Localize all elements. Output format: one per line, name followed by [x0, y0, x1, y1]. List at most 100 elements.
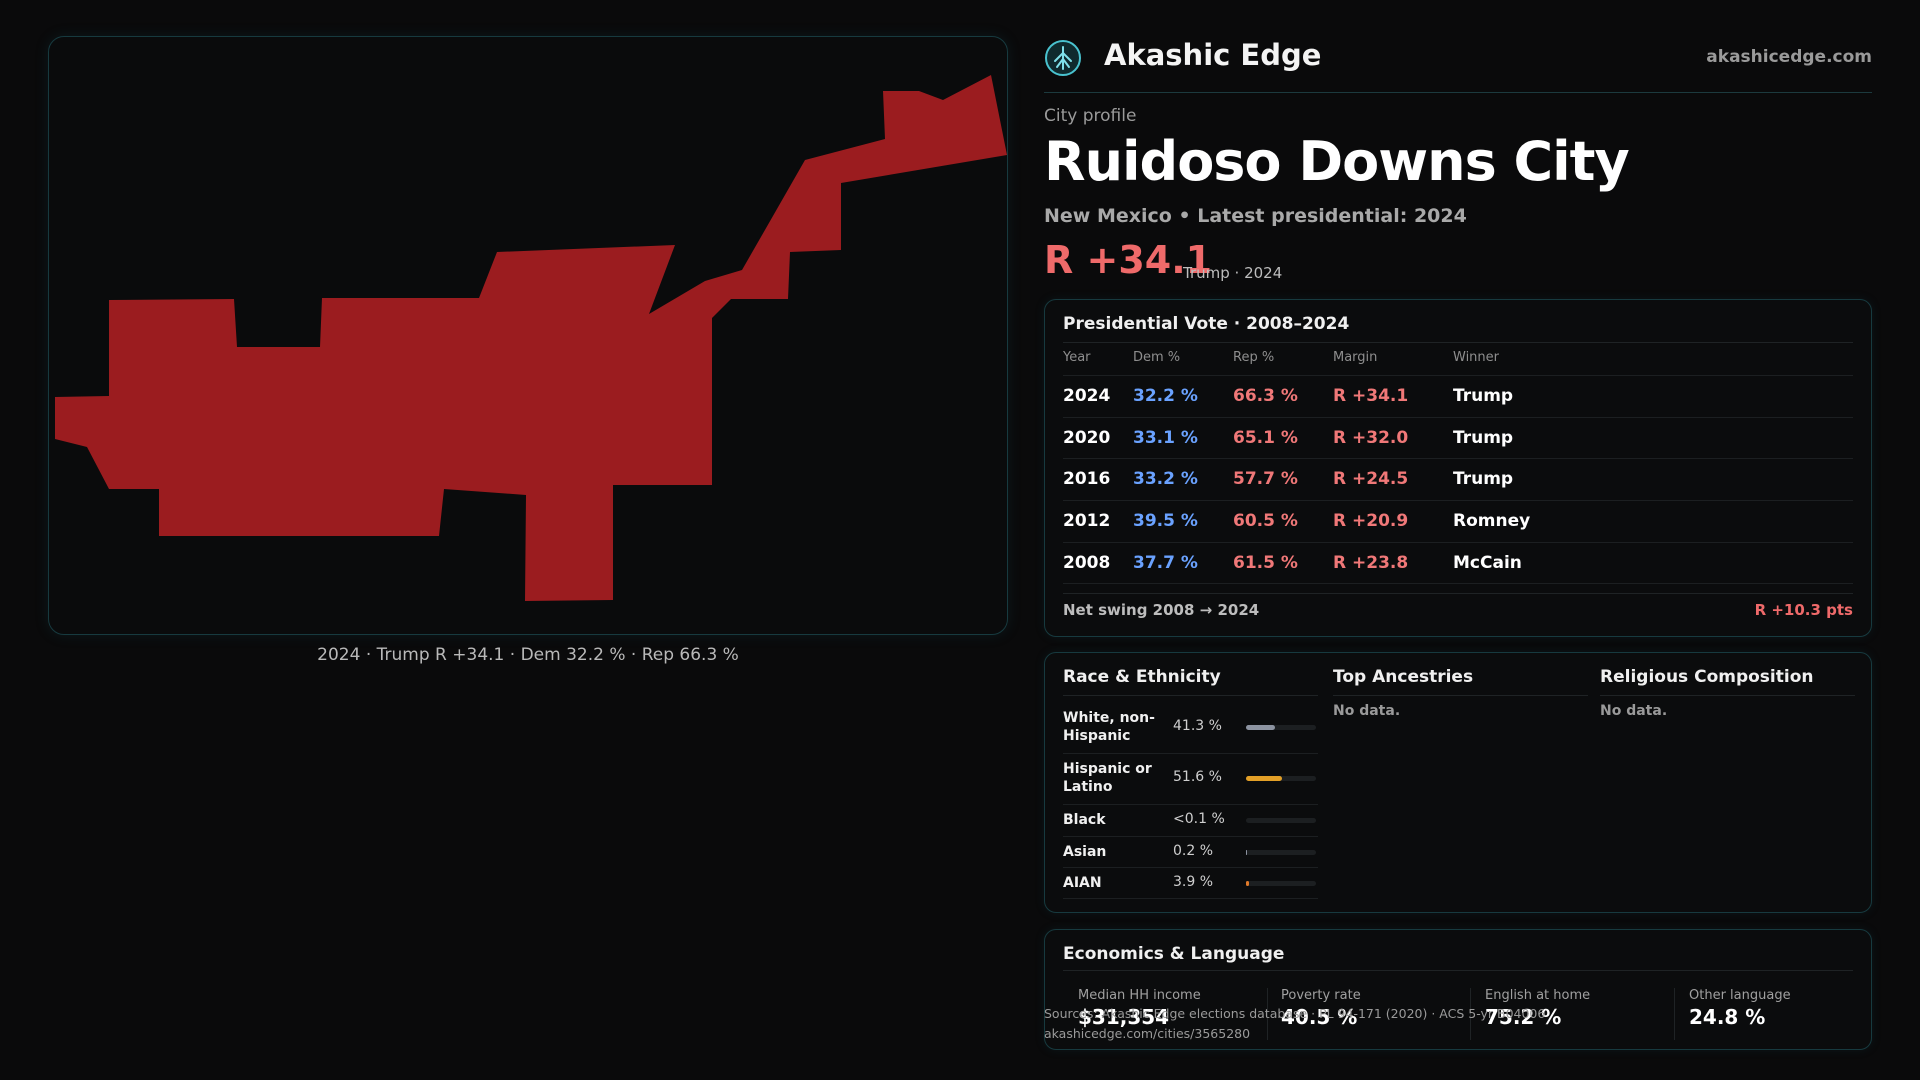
race-percent: 0.2 %: [1173, 843, 1214, 859]
akashic-tree-icon[interactable]: [1044, 39, 1082, 77]
race-bar-track: [1246, 850, 1316, 855]
cell-margin: R +24.5: [1333, 469, 1409, 489]
cell-year: 2024: [1063, 386, 1111, 406]
race-bar-track: [1246, 776, 1316, 781]
divider: [1267, 988, 1268, 1040]
cell-year: 2008: [1063, 553, 1111, 573]
cell-dem: 37.7 %: [1133, 553, 1198, 573]
city-boundary-shape: [55, 75, 1007, 601]
site-header: Akashic Edge akashicedge.com: [1044, 36, 1872, 93]
column-header-year: Year: [1063, 350, 1091, 365]
econ-stat-value: 75.2 %: [1485, 1005, 1562, 1029]
race-percent: <0.1 %: [1173, 811, 1225, 827]
econ-stat-label: Median HH income: [1078, 988, 1201, 1003]
race-label: AIAN: [1063, 875, 1102, 891]
econ-stat: English at home 75.2 %: [1485, 988, 1590, 1029]
econ-stat-label: Other language: [1689, 988, 1791, 1003]
net-swing-value: R +10.3 pts: [1754, 601, 1853, 619]
econ-stat-label: Poverty rate: [1281, 988, 1361, 1003]
cell-dem: 33.1 %: [1133, 428, 1198, 448]
cell-rep: 57.7 %: [1233, 469, 1298, 489]
race-row: White, non-Hispanic 41.3 %: [1063, 703, 1318, 754]
race-percent: 41.3 %: [1173, 718, 1222, 734]
cell-winner: McCain: [1453, 553, 1522, 573]
divider: [1063, 593, 1853, 594]
econ-stat-value: 24.8 %: [1689, 1005, 1766, 1029]
divider: [1600, 695, 1855, 696]
table-row: 2016 33.2 % 57.7 % R +24.5 Trump: [1063, 458, 1853, 500]
econ-stat: Other language 24.8 %: [1689, 988, 1791, 1029]
city-boundary-map: [55, 75, 1007, 601]
econ-stat: Median HH income $31,354: [1078, 988, 1201, 1029]
table-row: 2020 33.1 % 65.1 % R +32.0 Trump: [1063, 417, 1853, 459]
economics-card: Economics & Language Median HH income $3…: [1044, 929, 1872, 1050]
divider: [1063, 342, 1853, 343]
divider: [1674, 988, 1675, 1040]
site-link[interactable]: akashicedge.com: [1706, 47, 1872, 67]
page-subtitle: New Mexico • Latest presidential: 2024: [1044, 205, 1467, 227]
cell-dem: 39.5 %: [1133, 511, 1198, 531]
cell-margin: R +34.1: [1333, 386, 1409, 406]
source-note: Sources: Akashic Edge elections database…: [1044, 1006, 1546, 1021]
cell-rep: 60.5 %: [1233, 511, 1298, 531]
econ-stat-value: 40.5 %: [1281, 1005, 1358, 1029]
race-bar-track: [1246, 725, 1316, 730]
race-row: AIAN 3.9 %: [1063, 868, 1318, 899]
cell-rep: 65.1 %: [1233, 428, 1298, 448]
divider: [1063, 695, 1318, 696]
net-swing-label: Net swing 2008 → 2024: [1063, 601, 1260, 619]
divider: [1063, 970, 1853, 971]
page-title: Ruidoso Downs City: [1044, 130, 1630, 193]
table-row: 2012 39.5 % 60.5 % R +20.9 Romney: [1063, 500, 1853, 542]
brand-name[interactable]: Akashic Edge: [1104, 38, 1322, 72]
race-bar-fill: [1246, 725, 1275, 730]
cell-year: 2012: [1063, 511, 1111, 531]
race-label: White, non-Hispanic: [1063, 710, 1155, 744]
table-row: 2024 32.2 % 66.3 % R +34.1 Trump: [1063, 375, 1853, 417]
race-label: Asian: [1063, 844, 1107, 860]
column-header-rep: Rep %: [1233, 350, 1275, 365]
cell-dem: 33.2 %: [1133, 469, 1198, 489]
race-row: Hispanic or Latino 51.6 %: [1063, 754, 1318, 805]
divider: [1333, 695, 1588, 696]
presidential-vote-card: Presidential Vote · 2008–2024 Year Dem %…: [1044, 299, 1872, 637]
divider: [1470, 988, 1471, 1040]
cell-rep: 66.3 %: [1233, 386, 1298, 406]
race-bar-track: [1246, 881, 1316, 886]
econ-stat-label: English at home: [1485, 988, 1591, 1003]
map-caption: 2024 · Trump R +34.1 · Dem 32.2 % · Rep …: [317, 645, 739, 665]
cell-winner: Trump: [1453, 428, 1514, 448]
ancestry-empty-message: No data.: [1333, 703, 1401, 719]
race-label: Black: [1063, 812, 1106, 828]
cell-rep: 61.5 %: [1233, 553, 1298, 573]
headline-margin-note: Trump · 2024: [1183, 264, 1283, 282]
cell-year: 2016: [1063, 469, 1111, 489]
race-row: Black <0.1 %: [1063, 805, 1318, 837]
cell-year: 2020: [1063, 428, 1111, 448]
race-percent: 51.6 %: [1173, 769, 1222, 785]
race-bar-fill: [1246, 881, 1249, 886]
econ-stat-value: $31,354: [1078, 1005, 1170, 1029]
race-label: Hispanic or Latino: [1063, 761, 1152, 795]
econ-stat: Poverty rate 40.5 %: [1281, 988, 1361, 1029]
demographics-card: Race & Ethnicity White, non-Hispanic 41.…: [1044, 652, 1872, 913]
headline-margin: R +34.1: [1044, 238, 1213, 282]
column-header-margin: Margin: [1333, 350, 1378, 365]
table-row: 2008 37.7 % 61.5 % R +23.8 McCain: [1063, 542, 1853, 584]
race-percent: 3.9 %: [1173, 874, 1214, 890]
cell-winner: Trump: [1453, 386, 1514, 406]
race-bar-track: [1246, 818, 1316, 823]
cell-winner: Trump: [1453, 469, 1514, 489]
religion-empty-message: No data.: [1600, 703, 1668, 719]
cell-margin: R +23.8: [1333, 553, 1409, 573]
city-map-panel: [48, 36, 1008, 635]
column-header-dem: Dem %: [1133, 350, 1181, 365]
cell-margin: R +32.0: [1333, 428, 1409, 448]
race-bar-fill: [1246, 776, 1283, 781]
race-row: Asian 0.2 %: [1063, 837, 1318, 868]
vote-card-title: Presidential Vote · 2008–2024: [1063, 314, 1350, 334]
city-url[interactable]: akashicedge.com/cities/3565280: [1044, 1026, 1251, 1041]
column-header-winner: Winner: [1453, 350, 1500, 365]
cell-dem: 32.2 %: [1133, 386, 1198, 406]
cell-margin: R +20.9: [1333, 511, 1409, 531]
